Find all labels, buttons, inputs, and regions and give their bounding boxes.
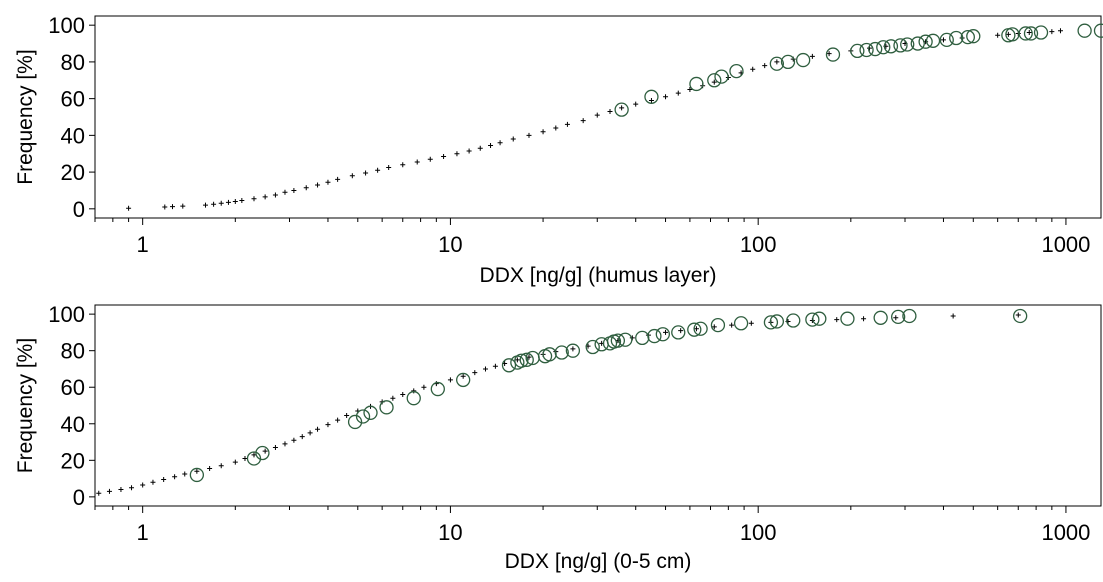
y-tick-label: 0 [73,485,85,510]
x-tick-label: 1000 [1041,520,1090,545]
x-tick-label: 1000 [1041,232,1090,257]
x-tick-label: 10 [438,232,462,257]
x-tick-label: 10 [438,520,462,545]
y-tick-label: 100 [48,302,85,327]
y-axis-title: Frequency [%] [14,338,37,473]
y-tick-label: 60 [61,87,85,112]
x-axis-title: DDX [ng/g] (humus layer) [480,264,717,287]
x-tick-label: 1 [137,232,149,257]
y-axis-title: Frequency [%] [14,49,37,184]
y-tick-label: 100 [48,13,85,38]
y-tick-label: 40 [61,412,85,437]
x-tick-label: 100 [740,520,777,545]
y-tick-label: 60 [61,375,85,400]
x-axis-title: DDX [ng/g] (0-5 cm) [505,550,692,573]
y-tick-label: 80 [61,339,85,364]
x-tick-label: 100 [740,232,777,257]
x-tick-label: 1 [137,520,149,545]
y-tick-label: 40 [61,123,85,148]
y-tick-label: 20 [61,160,85,185]
y-tick-label: 20 [61,448,85,473]
y-tick-label: 80 [61,50,85,75]
y-tick-label: 0 [73,197,85,222]
